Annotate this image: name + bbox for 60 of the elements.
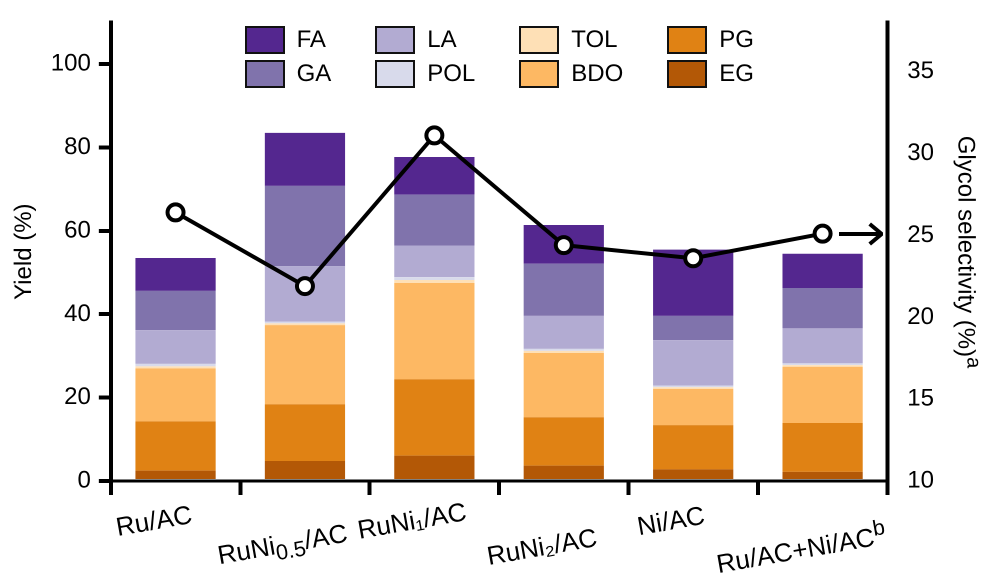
- legend-label: LA: [427, 26, 457, 54]
- bar: [135, 368, 216, 422]
- y-tick-label: 60: [64, 216, 91, 244]
- bar: [264, 404, 346, 461]
- y-tick-label: 0: [77, 466, 91, 494]
- legend-label: POL: [427, 60, 476, 88]
- bar: [782, 288, 863, 328]
- legend-label: GA: [296, 60, 332, 88]
- legend-label: FA: [296, 26, 326, 54]
- point: [424, 125, 444, 146]
- bar: [394, 194, 474, 246]
- x-tick-label: Ru/AC: [113, 499, 194, 543]
- y2-tick-label: 30: [907, 139, 934, 166]
- bar: [524, 316, 604, 349]
- y-tick-label: 80: [64, 133, 91, 160]
- bar: [135, 421, 216, 471]
- y-tick-label: 20: [64, 383, 91, 410]
- bar: [394, 157, 474, 195]
- bar: [524, 417, 604, 466]
- legend-label: BDO: [571, 60, 624, 88]
- x-tick-label: Ni/AC: [635, 500, 708, 542]
- x-tick-label: RuNi₁/AC: [356, 496, 470, 546]
- legend-label: TOL: [571, 26, 618, 54]
- bar: [782, 328, 863, 364]
- point: [166, 202, 186, 222]
- bar: [653, 425, 734, 470]
- bar: [653, 316, 734, 340]
- bar: [524, 350, 604, 354]
- legend-label: EG: [719, 60, 754, 88]
- bar: [524, 264, 604, 316]
- bar: [653, 340, 734, 386]
- y2-tick-label: 20: [907, 302, 934, 330]
- bar: [394, 379, 474, 456]
- y-tick-label: 100: [50, 50, 91, 77]
- bar: [264, 186, 346, 266]
- bar: [394, 280, 474, 283]
- bar: [782, 254, 863, 288]
- bar: [135, 330, 216, 364]
- y2-tick-label: 35: [907, 57, 934, 84]
- bar: [135, 364, 216, 366]
- legend-label: PG: [719, 26, 754, 54]
- bar: [135, 258, 216, 291]
- y2-tick-label: 15: [907, 384, 934, 412]
- y2-tick-label: 25: [907, 220, 934, 248]
- bar: [135, 290, 216, 330]
- bar: [264, 325, 346, 404]
- y-axis-title: Yield (%): [10, 203, 38, 300]
- bar: [782, 366, 863, 424]
- bar: [264, 132, 346, 186]
- bar: [394, 282, 474, 380]
- bar: [653, 388, 734, 426]
- bar: [782, 423, 863, 472]
- y2-tick-label: 10: [907, 466, 934, 494]
- point: [812, 224, 833, 244]
- bar: [394, 245, 474, 278]
- bar: [524, 353, 604, 418]
- point: [683, 248, 704, 268]
- x-tick-label: RuNi₂/AC: [484, 522, 600, 572]
- bar: [394, 277, 474, 280]
- y-tick-label: 40: [64, 300, 91, 327]
